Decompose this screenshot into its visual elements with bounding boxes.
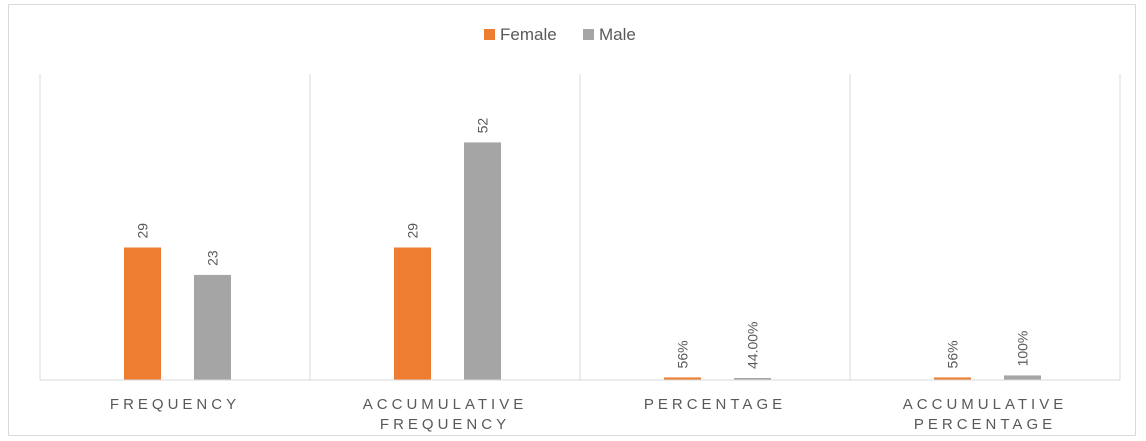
category-labels: FREQUENCY ACCUMULATIVE FREQUENCY PERCENTAGE…	[110, 396, 1067, 433]
legend-label-male: Male	[599, 25, 636, 44]
data-label-male-2: 44.00%	[745, 322, 761, 369]
data-label-male-0: 23	[205, 250, 221, 266]
data-label-female-3: 56%	[945, 340, 961, 368]
legend-swatch-male	[583, 29, 594, 40]
bars	[124, 142, 1041, 380]
category-label-1-line-0: ACCUMULATIVE	[363, 396, 527, 413]
data-label-male-1: 52	[475, 118, 491, 134]
data-labels: 29 23 29 52 56% 44.00% 56% 100%	[135, 118, 1031, 369]
data-label-male-3: 100%	[1015, 331, 1031, 367]
category-label-3-line-1: PERCENTAGE	[914, 416, 1056, 433]
legend-label-female: Female	[500, 25, 557, 44]
data-label-female-2: 56%	[675, 340, 691, 368]
category-label-2-line-0: PERCENTAGE	[644, 396, 786, 413]
bar-male-0	[194, 274, 231, 380]
category-dividers	[39, 74, 1121, 380]
bar-female-3	[934, 377, 971, 380]
data-label-female-0: 29	[135, 223, 151, 239]
bar-female-2	[664, 377, 701, 380]
category-label-3-line-0: ACCUMULATIVE	[903, 396, 1067, 413]
data-label-female-1: 29	[405, 223, 421, 239]
bar-male-1	[464, 142, 501, 380]
bar-female-1	[394, 247, 431, 380]
bar-male-3	[1004, 375, 1041, 380]
legend: Female Male	[484, 25, 636, 44]
category-label-0-line-0: FREQUENCY	[110, 396, 240, 413]
legend-swatch-female	[484, 29, 495, 40]
bar-male-2	[734, 377, 771, 380]
bar-female-0	[124, 247, 161, 380]
category-label-1-line-1: FREQUENCY	[380, 416, 510, 433]
